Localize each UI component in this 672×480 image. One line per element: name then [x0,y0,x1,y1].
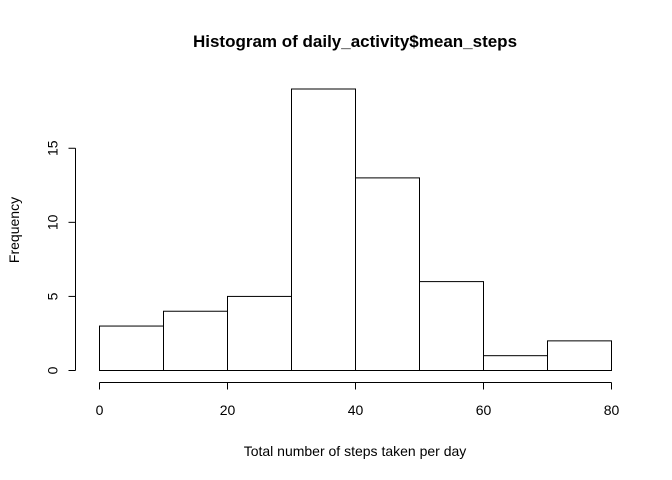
histogram-bar-5 [419,281,484,371]
y-axis-label: Frequency [6,197,22,263]
histogram-bar-0 [99,325,164,372]
histogram-bar-6 [483,355,548,371]
chart-title: Histogram of daily_activity$mean_steps [193,32,517,51]
x-tick-label: 40 [348,402,364,418]
histogram-bar-7 [547,340,612,371]
y-axis: 0 5 10 15 [45,140,76,374]
x-axis: 0 20 40 60 80 [96,382,620,418]
histogram-bar-2 [227,295,292,371]
y-tick-label: 10 [45,214,61,230]
x-tick-label: 60 [476,402,492,418]
histogram-bar-1 [163,310,228,372]
x-tick-label: 20 [220,402,236,418]
histogram-bar-4 [355,177,420,371]
bars-group [99,88,612,372]
y-tick-label: 5 [45,292,61,300]
y-tick-label: 0 [45,366,61,374]
x-axis-label: Total number of steps taken per day [244,443,467,459]
x-tick-label: 80 [604,402,620,418]
x-tick-label: 0 [96,402,104,418]
y-tick-label: 15 [45,140,61,156]
histogram-bar-3 [291,88,356,371]
